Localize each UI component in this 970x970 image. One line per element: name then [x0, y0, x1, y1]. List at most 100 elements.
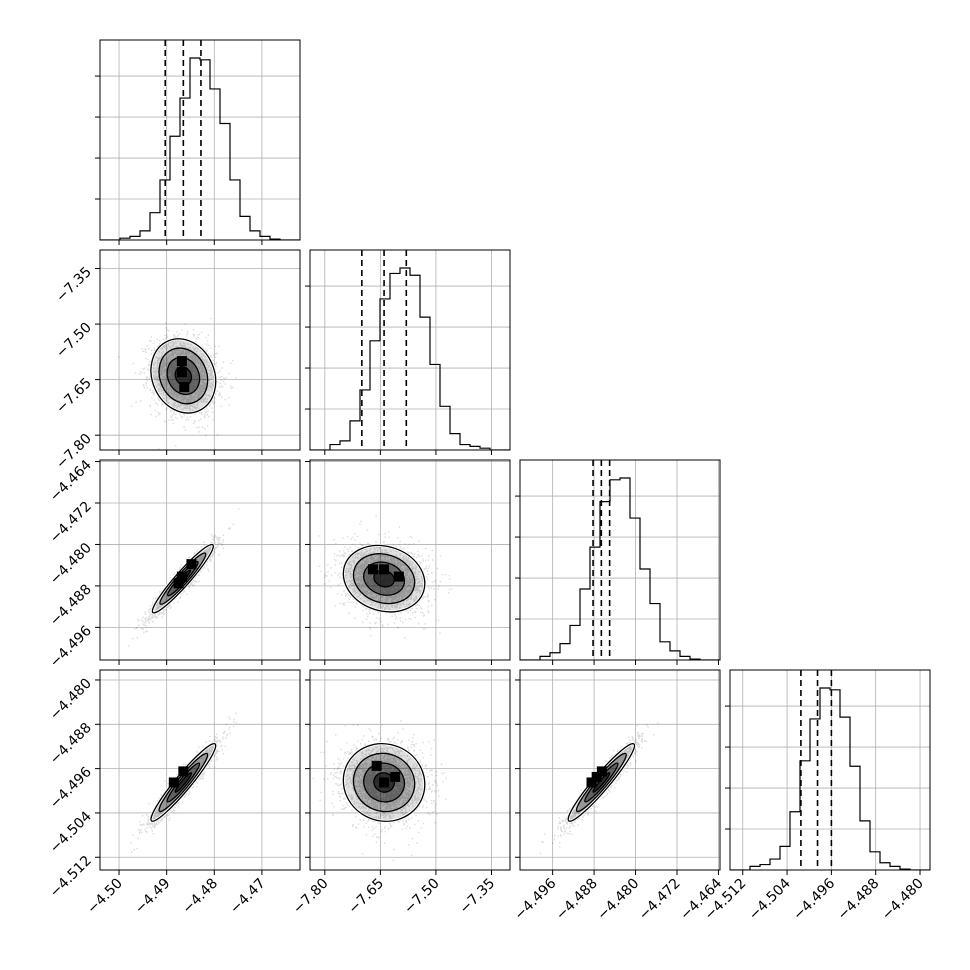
y-tick-label: −4.472 [47, 499, 95, 547]
contour-line [150, 338, 217, 414]
density-peak [173, 578, 184, 589]
density-shade [175, 772, 192, 793]
contour-line [342, 544, 426, 613]
y-tick-label: −4.488 [47, 581, 95, 629]
y-tick-label: −4.480 [47, 540, 95, 588]
contour-line [363, 561, 406, 596]
density-peak [178, 766, 189, 777]
x-tick-label: −4.480 [594, 876, 642, 924]
y-tick-label: −4.480 [47, 675, 95, 723]
panel-2-0: −4.496−4.488−4.480−4.472−4.464 [47, 457, 301, 671]
histogram-1 [310, 267, 510, 450]
density-peak [176, 367, 187, 378]
histogram-2 [520, 477, 720, 660]
density-shade [373, 570, 395, 587]
y-tick-label: −7.50 [53, 320, 95, 362]
histogram-0 [100, 57, 300, 240]
y-tick-label: −4.488 [47, 720, 95, 768]
contour-line [159, 552, 207, 605]
density-frame-1-0 [99, 249, 301, 451]
density-peak [176, 356, 187, 367]
density-shade [593, 772, 610, 793]
panel-3-3: −4.512−4.504−4.496−4.488−4.480 [702, 669, 931, 924]
contour-line [363, 762, 406, 803]
density-3-0 [130, 712, 238, 853]
histogram-frame-3 [729, 669, 931, 871]
x-tick-label: −4.50 [84, 876, 126, 918]
density-peak [179, 382, 190, 393]
density-peak [591, 771, 602, 782]
x-tick-label: −4.472 [636, 876, 684, 924]
y-tick-label: −4.504 [47, 808, 95, 856]
density-peak [379, 564, 390, 575]
panel-3-0: −4.50 −4.49 −4.48 −4.47−4.512−4.504−4.496−4… [47, 669, 301, 918]
panel-0-0 [95, 39, 301, 245]
contour-line [352, 752, 416, 813]
panel-3-2: −4.496−4.488−4.480−4.472−4.464 [512, 669, 725, 924]
contour-line [158, 752, 209, 813]
x-tick-label: −4.504 [746, 875, 794, 923]
x-tick-label: −4.49 [132, 876, 174, 918]
contour-line [342, 743, 426, 822]
x-tick-label: −7.35 [457, 876, 499, 918]
histogram-3 [730, 687, 930, 870]
panel-2-1 [305, 459, 511, 665]
density-peak [596, 766, 607, 777]
panel-2-2 [515, 459, 721, 665]
contour-line [174, 772, 193, 793]
x-tick-label: −4.496 [512, 875, 560, 923]
x-tick-label: −4.488 [553, 876, 601, 924]
contour-line [151, 543, 214, 614]
contour-line [158, 347, 209, 405]
scatter-points [118, 317, 237, 450]
x-tick-label: −4.496 [790, 875, 838, 923]
y-tick-label: −4.512 [47, 853, 95, 901]
contour-line [352, 553, 416, 605]
histogram-frame-0 [99, 39, 301, 241]
contour-line [166, 762, 201, 803]
density-peak [390, 771, 401, 782]
contour-line [150, 743, 217, 822]
density-3-2 [539, 722, 659, 855]
contour-line [166, 356, 201, 396]
density-3-1 [312, 720, 447, 862]
y-tick-label: −4.496 [47, 764, 95, 812]
contour-line [373, 772, 395, 793]
x-tick-label: −7.80 [290, 876, 332, 918]
contour-line [567, 743, 636, 822]
density-peak [379, 777, 390, 788]
panel-1-1 [305, 249, 511, 455]
panel-3-1: −7.80 −7.65 −7.50 −7.35 [290, 669, 511, 918]
histogram-frame-1 [309, 249, 511, 451]
y-tick-label: −4.496 [47, 623, 95, 671]
density-frame-2-0 [99, 459, 301, 661]
contour-line [575, 752, 627, 813]
contour-line [584, 762, 619, 803]
density-1-0 [118, 317, 237, 450]
contour-line [592, 772, 611, 793]
y-tick-label: −7.35 [53, 264, 95, 306]
density-frame-3-2 [519, 669, 721, 871]
x-tick-label: −4.488 [835, 876, 883, 924]
contour-line [174, 366, 193, 386]
histogram-frame-2 [519, 459, 721, 661]
contour-line [373, 569, 395, 588]
density-peak [371, 760, 382, 771]
density-peak [367, 564, 378, 575]
x-tick-label: −4.48 [179, 876, 221, 918]
y-tick-label: −7.65 [53, 375, 95, 417]
contour-line [166, 560, 199, 597]
density-frame-3-0 [99, 669, 301, 871]
density-frame-3-1 [309, 669, 511, 871]
x-tick-label: −4.480 [879, 876, 927, 924]
x-tick-label: −7.50 [401, 876, 443, 918]
density-2-1 [318, 515, 453, 639]
density-peak [393, 571, 404, 582]
contour-line [174, 569, 192, 588]
density-2-0 [127, 508, 240, 647]
panel-1-0: −7.80−7.65−7.50−7.35 [53, 249, 301, 472]
x-tick-label: −7.65 [346, 876, 388, 918]
density-frame-2-1 [309, 459, 511, 661]
x-tick-label: −4.47 [227, 876, 269, 918]
